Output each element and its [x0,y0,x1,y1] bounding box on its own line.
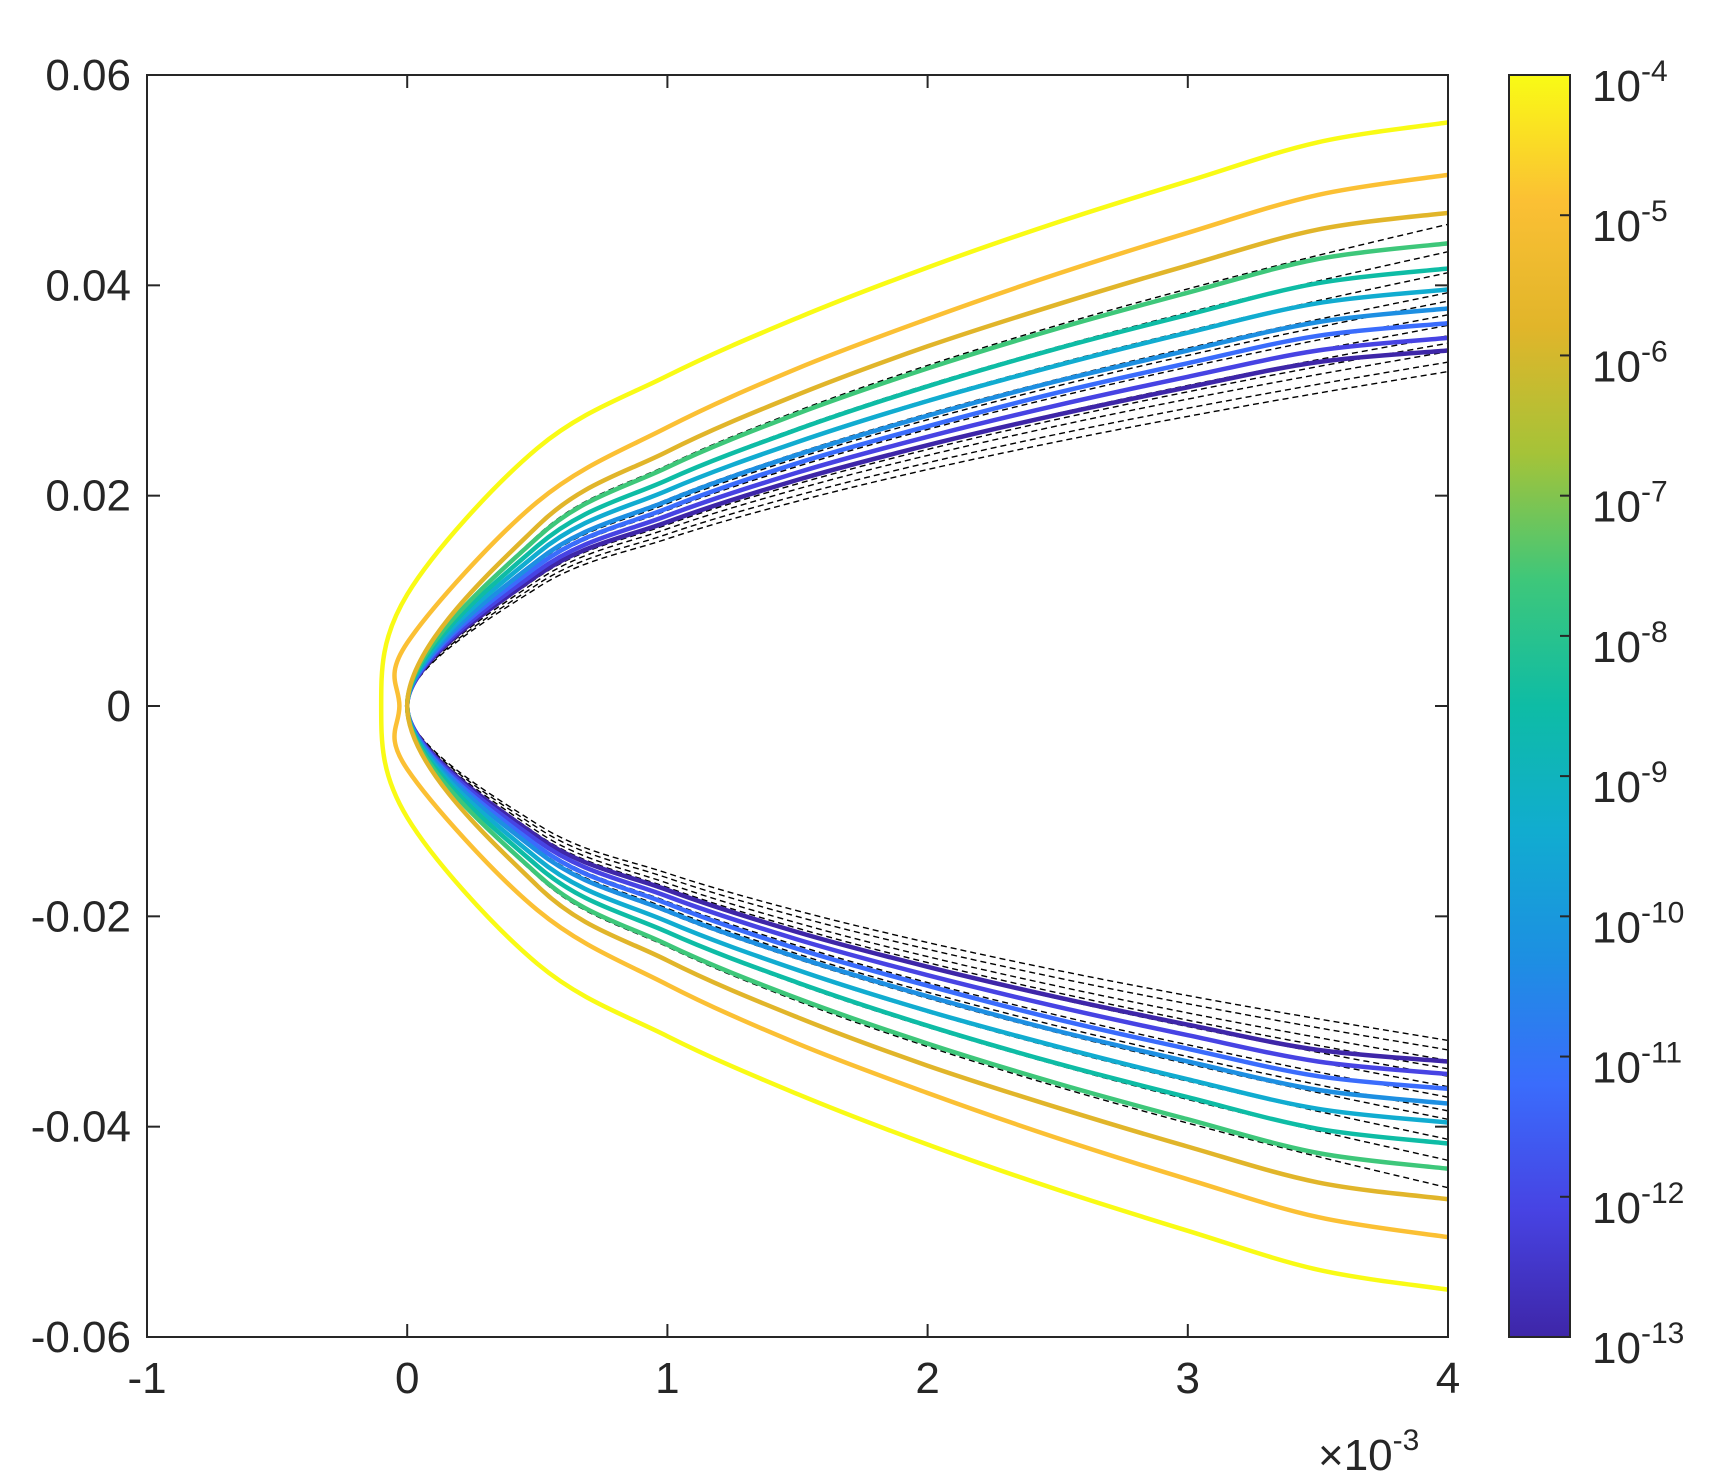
svg-text:×10-3: ×10-3 [1318,1424,1419,1480]
y-tick-label: 0 [107,682,131,731]
y-tick-label: 0.04 [45,261,131,310]
series-curve [404,210,1448,1202]
plot-background [147,75,1448,1337]
colorbar-tick-label: 10-11 [1592,1037,1682,1093]
series-curve [392,172,1448,1240]
colorbar-tick-label: 10-5 [1592,195,1668,251]
x-axis-multiplier: ×10-3 [1318,1424,1419,1480]
x-tick-label: 4 [1436,1354,1460,1403]
x-tick-label: 0 [395,1354,419,1403]
x-tick-label: 2 [915,1354,939,1403]
colorbar-tick-label: 10-4 [1592,55,1668,111]
y-tick-label: 0.06 [45,51,131,100]
x-tick-label: 3 [1176,1354,1200,1403]
y-tick-label: -0.04 [31,1103,131,1152]
colorbar-tick-label: 10-6 [1592,335,1668,391]
x-axis-ticks: -1 0 1 2 3 4 [127,75,1460,1403]
series-curves [378,120,1448,1292]
colorbar-tick-label: 10-10 [1592,896,1684,952]
series-curve [378,120,1448,1292]
x-tick-label: 1 [655,1354,679,1403]
colorbar-ticks: 10-4 10-5 10-6 10-7 10-8 10-9 10-10 10-11 10-12 1… [1560,55,1684,1373]
reference-curve [406,300,1448,1112]
plot-area: -1 0 1 2 3 4 0.06 0.04 0.02 0 -0.02 -0.04 -0.06 [31,51,1461,1403]
y-tick-label: 0.02 [45,472,131,521]
reference-curve [406,223,1448,1189]
colorbar-tick-label: 10-13 [1592,1317,1684,1373]
colorbar: 10-4 10-5 10-6 10-7 10-8 10-9 10-10 10-11 10-12 1… [1508,55,1684,1373]
colorbar-gradient [1508,74,1571,1338]
y-tick-label: -0.06 [31,1313,131,1362]
x-tick-label: -1 [127,1354,166,1403]
y-axis-ticks: 0.06 0.04 0.02 0 -0.02 -0.04 -0.06 [31,51,1448,1362]
x-multiplier-base: ×10 [1318,1431,1393,1480]
colorbar-tick-label: 10-7 [1592,476,1668,532]
colorbar-tick-label: 10-12 [1592,1177,1684,1233]
x-multiplier-exponent: -3 [1393,1424,1420,1457]
colorbar-tick-label: 10-8 [1592,616,1668,672]
colorbar-tick-label: 10-9 [1592,756,1668,812]
y-tick-label: -0.02 [31,892,131,941]
reference-curve [406,370,1448,1042]
